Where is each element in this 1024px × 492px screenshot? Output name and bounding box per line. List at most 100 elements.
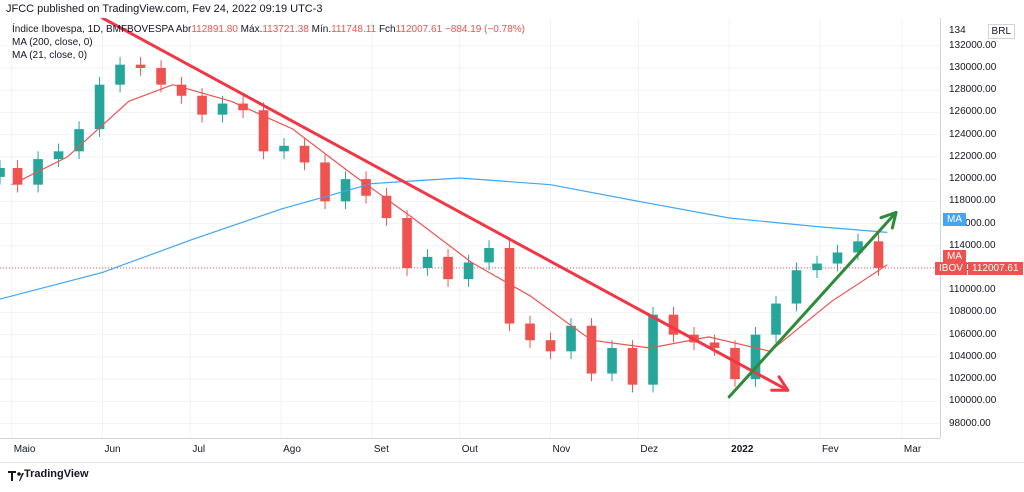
candle-body: [176, 84, 187, 96]
candle-body: [402, 218, 412, 268]
time-tick-label: Maio: [13, 444, 36, 455]
candle-body: [12, 168, 23, 185]
time-tick-label: Fev: [821, 444, 839, 455]
candle-body: [504, 248, 515, 324]
candle-body: [627, 348, 638, 385]
legend-low-label: Mín.: [311, 24, 332, 35]
time-tick-label: 2022: [731, 444, 754, 455]
price-tick-label: 124000.00: [949, 128, 997, 140]
green-arrowhead: [879, 210, 898, 230]
symbol-price-tag: IBOV: [935, 261, 967, 275]
legend-close: 112007.61: [395, 24, 443, 35]
candle-body: [94, 84, 105, 130]
tradingview-brand: TradingView: [24, 468, 89, 480]
red-trendline: [100, 16, 790, 392]
candle-body: [484, 248, 494, 263]
price-tick-label: 122000.00: [949, 150, 997, 162]
price-tick-label: 114000.00: [949, 239, 996, 251]
candle-body: [525, 323, 535, 341]
chart-pane[interactable]: Índice Ibovespa, 1D, BMFBOVESPA Abr11289…: [0, 16, 940, 438]
candle-body: [832, 252, 843, 264]
candle-body: [279, 145, 289, 152]
time-tick-label: Ago: [283, 444, 301, 455]
green-trendline: [727, 210, 898, 399]
candle-body: [750, 334, 761, 380]
candle-body: [156, 68, 166, 85]
candle-body: [873, 241, 884, 268]
candle-body: [361, 179, 371, 196]
candle-body: [545, 340, 556, 352]
price-chart[interactable]: [0, 16, 940, 438]
legend-ma21[interactable]: MA (21, close, 0): [12, 50, 87, 61]
tradingview-logo-icon: [8, 471, 24, 481]
legend-open: 112891.80: [191, 24, 238, 35]
time-tick-label: Mar: [903, 444, 922, 455]
time-tick-label: Set: [373, 444, 389, 455]
price-tick-label: 108000.00: [949, 306, 997, 318]
ma200-price-tag: MA: [943, 213, 966, 227]
price-tick-label: 110000.00: [949, 284, 996, 296]
legend-ma200-label: MA (200, close, 0): [12, 37, 93, 48]
price-tick-label: 116000.00: [949, 217, 996, 229]
time-axis[interactable]: Maio Jun Jul Ago Set Out Nov Dez 2022 Fev Mar: [0, 438, 940, 461]
candle-body: [791, 270, 802, 304]
price-tick-label: 102000.00: [949, 373, 997, 385]
candle-body: [422, 256, 433, 268]
price-tick-label: 132000.00: [949, 39, 997, 51]
candle-body: [586, 325, 597, 374]
legend-close-label: Fch: [378, 24, 396, 35]
legend-change: −884.19 (−0.78%): [444, 24, 525, 35]
ma21-price-tag: MA: [943, 249, 966, 263]
candle-body: [197, 95, 207, 115]
footer: TradingView: [0, 462, 1024, 487]
candle-body: [853, 241, 863, 253]
candle-body: [217, 103, 228, 115]
candle-body: [709, 342, 720, 348]
time-tick-label: Jun: [104, 444, 121, 455]
price-tick-label: 118000.00: [949, 195, 996, 207]
time-tick-label: Jul: [192, 444, 206, 455]
candle-body: [668, 314, 679, 335]
legend-low: 111748.11: [331, 24, 377, 35]
currency-badge[interactable]: BRL: [987, 24, 1015, 39]
candle-body: [135, 64, 146, 68]
published-header: JFCC published on TradingView.com, Fev 2…: [0, 0, 1024, 18]
legend-ohlc: Índice Ibovespa, 1D, BMFBOVESPA Abr11289…: [12, 24, 525, 35]
legend-high: 113721.38: [262, 24, 309, 35]
legend-ma200[interactable]: MA (200, close, 0): [12, 37, 93, 48]
time-tick-label: Nov: [552, 444, 571, 455]
time-tick-label: Out: [461, 444, 478, 455]
candle-body: [812, 263, 822, 271]
legend-open-label: Abr: [175, 24, 192, 35]
published-text: JFCC published on TradingView.com, Fev 2…: [6, 3, 323, 15]
price-tick-label: 134: [949, 25, 966, 36]
candle-body: [0, 168, 5, 177]
time-tick-label: Dez: [640, 444, 659, 455]
candle-body: [115, 64, 125, 85]
legend-ma21-label: MA (21, close, 0): [12, 50, 88, 61]
candle-body: [299, 145, 310, 163]
candle-body: [771, 303, 781, 335]
price-tick-label: 104000.00: [949, 350, 997, 362]
candle-body: [53, 151, 64, 160]
candle-body: [443, 256, 453, 280]
candle-body: [258, 110, 269, 152]
price-tick-label: 128000.00: [949, 84, 997, 96]
ma21-line: [11, 84, 888, 352]
price-tick-label: 130000.00: [949, 62, 997, 73]
ma200-line: [0, 177, 888, 300]
price-tick-label: 106000.00: [949, 328, 997, 340]
price-tick-label: 98000.00: [949, 417, 991, 429]
candle-body: [730, 348, 740, 380]
price-tick-label: 126000.00: [949, 106, 997, 118]
legend-symbol: Índice Ibovespa, 1D, BMFBOVESPA: [12, 24, 174, 35]
last-price-tag: 112007.61: [968, 261, 1023, 275]
red-arrowhead: [770, 375, 790, 392]
candle-body: [566, 325, 576, 352]
legend-high-label: Máx.: [240, 24, 263, 35]
price-axis[interactable]: 134 132000.00 130000.00 128000.00 126000.00 1…: [935, 18, 1024, 438]
candle-body: [607, 348, 617, 374]
candle-body: [381, 195, 392, 218]
candle-body: [340, 179, 351, 202]
candle-body: [463, 262, 474, 280]
